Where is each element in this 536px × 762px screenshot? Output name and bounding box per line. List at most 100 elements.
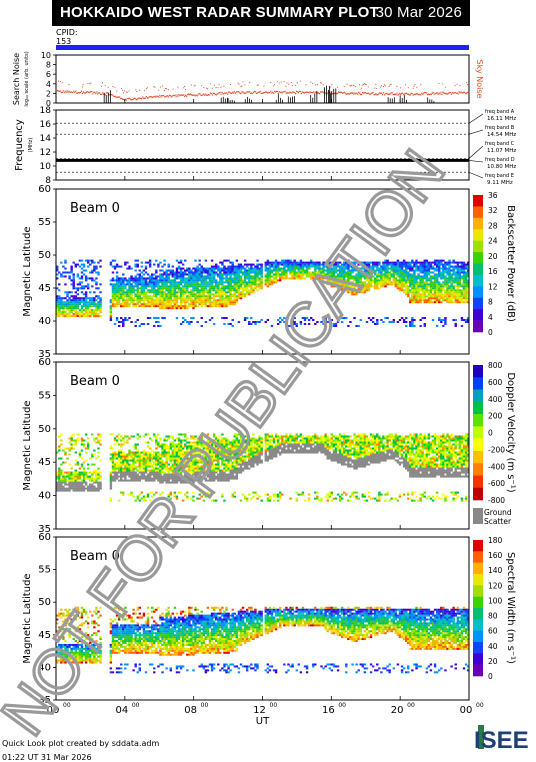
- power-cell: [116, 277, 118, 279]
- power-cell: [459, 295, 461, 297]
- power-cell: [250, 277, 252, 279]
- power-cell: [91, 303, 93, 305]
- power-cell: [180, 262, 182, 264]
- power-cell: [446, 262, 448, 264]
- noise-point: [298, 92, 299, 93]
- power-cell: [219, 262, 221, 264]
- power-cell: [281, 277, 283, 279]
- velocity-cell: [132, 472, 134, 474]
- power-cell: [459, 268, 461, 270]
- power-cell: [448, 291, 450, 293]
- power-cell: [132, 301, 134, 303]
- velocity-cell: [118, 472, 120, 474]
- power-cell: [424, 272, 426, 274]
- power-cell: [229, 266, 231, 268]
- velocity-cell: [75, 439, 77, 441]
- velocity-cell: [79, 484, 81, 486]
- power-cell: [128, 266, 130, 268]
- power-cell: [168, 289, 170, 291]
- power-cell: [186, 279, 188, 281]
- power-cell: [112, 301, 114, 303]
- power-cell: [118, 325, 120, 327]
- power-cell: [217, 275, 219, 277]
- power-cell: [452, 287, 454, 289]
- noise-point: [392, 92, 393, 93]
- velocity-cell: [60, 490, 62, 492]
- power-cell: [240, 279, 242, 281]
- power-cell: [463, 270, 465, 272]
- power-cell: [68, 311, 70, 313]
- power-cell: [180, 291, 182, 293]
- noise-point: [176, 94, 177, 95]
- power-cell: [209, 299, 211, 301]
- power-cell: [60, 299, 62, 301]
- power-cell: [137, 301, 139, 303]
- power-cell: [455, 319, 457, 321]
- noise-point: [284, 81, 285, 82]
- power-cell: [66, 303, 68, 305]
- power-cell: [399, 289, 401, 291]
- power-cell: [434, 275, 436, 277]
- power-cell: [403, 281, 405, 283]
- velocity-cell: [120, 466, 122, 468]
- power-cell: [112, 277, 114, 279]
- velocity-cell: [126, 456, 128, 458]
- power-cell: [426, 291, 428, 293]
- velocity-cell: [83, 443, 85, 445]
- power-cell: [157, 303, 159, 305]
- power-cell: [73, 303, 75, 305]
- power-cell: [238, 272, 240, 274]
- noise-point: [66, 92, 67, 93]
- velocity-cell: [147, 460, 149, 462]
- power-cell: [269, 283, 271, 285]
- noise-point: [249, 91, 250, 92]
- power-cell: [256, 289, 258, 291]
- power-cell: [277, 268, 279, 270]
- velocity-cell: [155, 464, 157, 466]
- velocity-cell: [91, 433, 93, 435]
- power-cell: [265, 264, 267, 266]
- power-cell: [159, 301, 161, 303]
- power-cell: [260, 283, 262, 285]
- velocity-cell: [77, 480, 79, 482]
- power-cell: [436, 273, 438, 275]
- velocity-cell: [143, 435, 145, 437]
- power-cell: [463, 275, 465, 277]
- power-cell: [79, 277, 81, 279]
- power-cell: [194, 272, 196, 274]
- power-cell: [172, 281, 174, 283]
- velocity-cell: [149, 437, 151, 439]
- power-cell: [221, 291, 223, 293]
- power-cell: [436, 281, 438, 283]
- velocity-cell: [77, 478, 79, 480]
- power-cell: [455, 301, 457, 303]
- power-cell: [444, 285, 446, 287]
- power-cell: [170, 285, 172, 287]
- velocity-cell: [134, 480, 136, 482]
- power-cell: [411, 295, 413, 297]
- power-cell: [112, 291, 114, 293]
- power-cell: [132, 285, 134, 287]
- power-cell: [256, 260, 258, 262]
- noise-point: [285, 86, 286, 87]
- power-cell: [275, 272, 277, 274]
- power-cell: [188, 291, 190, 293]
- noise-point: [410, 94, 411, 95]
- velocity-cell: [77, 484, 79, 486]
- power-cell: [229, 262, 231, 264]
- velocity-cell: [118, 437, 120, 439]
- velocity-cell: [130, 456, 132, 458]
- power-cell: [83, 303, 85, 305]
- noise-point: [440, 92, 441, 93]
- power-cell: [428, 283, 430, 285]
- power-cell: [120, 295, 122, 297]
- power-cell: [463, 283, 465, 285]
- power-cell: [180, 275, 182, 277]
- power-cell: [405, 273, 407, 275]
- power-cell: [145, 305, 147, 307]
- power-cell: [452, 270, 454, 272]
- velocity-cell: [163, 450, 165, 452]
- noise-point: [99, 93, 100, 94]
- velocity-cell: [157, 433, 159, 435]
- power-cell: [75, 264, 77, 266]
